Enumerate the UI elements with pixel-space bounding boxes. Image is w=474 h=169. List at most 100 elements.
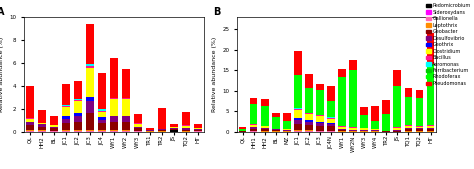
Bar	[73, 131, 82, 132]
Bar	[338, 127, 346, 129]
Bar	[393, 131, 401, 132]
Bar	[383, 114, 390, 131]
Bar	[134, 114, 142, 123]
Legend: Pedomicrobium, Sideroxydans, Gallionella, Leptothrix, Geobacter, Desulfovibrio, : Pedomicrobium, Sideroxydans, Gallionella…	[425, 2, 472, 87]
Bar	[338, 77, 346, 126]
Bar	[146, 131, 154, 132]
Bar	[338, 129, 346, 130]
Bar	[416, 126, 423, 127]
Bar	[338, 69, 346, 77]
Bar	[416, 98, 423, 126]
Bar	[121, 99, 130, 116]
Bar	[404, 96, 412, 125]
Bar	[49, 128, 58, 131]
Bar	[85, 68, 94, 97]
Bar	[37, 123, 46, 124]
Bar	[383, 100, 390, 114]
Bar	[272, 113, 280, 117]
Bar	[316, 116, 324, 122]
Bar	[170, 128, 178, 129]
Bar	[294, 120, 301, 124]
Bar	[372, 129, 379, 130]
Bar	[62, 105, 70, 106]
Bar	[416, 129, 423, 131]
Bar	[427, 125, 434, 126]
Bar	[404, 88, 412, 96]
Bar	[372, 131, 379, 132]
Bar	[49, 127, 58, 128]
Bar	[283, 121, 291, 129]
Bar	[427, 33, 434, 64]
Bar	[73, 116, 82, 122]
Bar	[404, 131, 412, 132]
Bar	[250, 129, 257, 131]
Bar	[49, 116, 58, 125]
Bar	[62, 131, 70, 132]
Bar	[272, 117, 280, 129]
Bar	[349, 130, 357, 131]
Bar	[393, 128, 401, 130]
Bar	[427, 131, 434, 132]
Y-axis label: Relative abundance (%): Relative abundance (%)	[212, 37, 217, 112]
Bar	[338, 130, 346, 131]
Bar	[109, 99, 118, 116]
Bar	[283, 130, 291, 131]
Bar	[349, 131, 357, 132]
Bar	[134, 123, 142, 124]
Bar	[85, 101, 94, 113]
Bar	[404, 128, 412, 129]
Bar	[360, 131, 368, 132]
Bar	[305, 120, 313, 122]
Bar	[327, 131, 335, 132]
Bar	[316, 126, 324, 131]
Bar	[238, 129, 246, 131]
Bar	[37, 131, 46, 132]
Bar	[182, 126, 190, 128]
Bar	[305, 114, 313, 120]
Bar	[238, 127, 246, 129]
Bar	[49, 125, 58, 126]
Bar	[157, 108, 166, 129]
Bar	[294, 110, 301, 118]
Bar	[49, 126, 58, 127]
Bar	[62, 107, 70, 116]
Bar	[283, 129, 291, 130]
Bar	[26, 130, 34, 131]
Bar	[294, 131, 301, 132]
Bar	[404, 125, 412, 126]
Bar	[416, 90, 423, 98]
Bar	[37, 124, 46, 127]
Bar	[250, 125, 257, 127]
Bar	[109, 98, 118, 99]
Bar	[170, 129, 178, 130]
Bar	[109, 58, 118, 98]
Bar	[360, 130, 368, 131]
Bar	[393, 70, 401, 86]
Bar	[272, 129, 280, 130]
Bar	[327, 117, 335, 118]
Bar	[294, 124, 301, 130]
Y-axis label: Relative abundance (%): Relative abundance (%)	[0, 37, 3, 112]
Bar	[193, 129, 202, 131]
Bar	[305, 74, 313, 88]
Bar	[327, 86, 335, 101]
Bar	[62, 84, 70, 105]
Bar	[404, 126, 412, 128]
Bar	[85, 66, 94, 68]
Bar	[305, 125, 313, 130]
Bar	[182, 131, 190, 132]
Bar	[327, 126, 335, 131]
Bar	[316, 90, 324, 115]
Bar	[49, 131, 58, 132]
Bar	[349, 128, 357, 130]
Bar	[170, 127, 178, 128]
Bar	[85, 64, 94, 66]
Bar	[85, 130, 94, 131]
Bar	[316, 123, 324, 126]
Bar	[338, 131, 346, 132]
Bar	[360, 128, 368, 130]
Bar	[327, 101, 335, 117]
Bar	[62, 130, 70, 131]
Bar	[404, 129, 412, 131]
Bar	[98, 112, 106, 117]
